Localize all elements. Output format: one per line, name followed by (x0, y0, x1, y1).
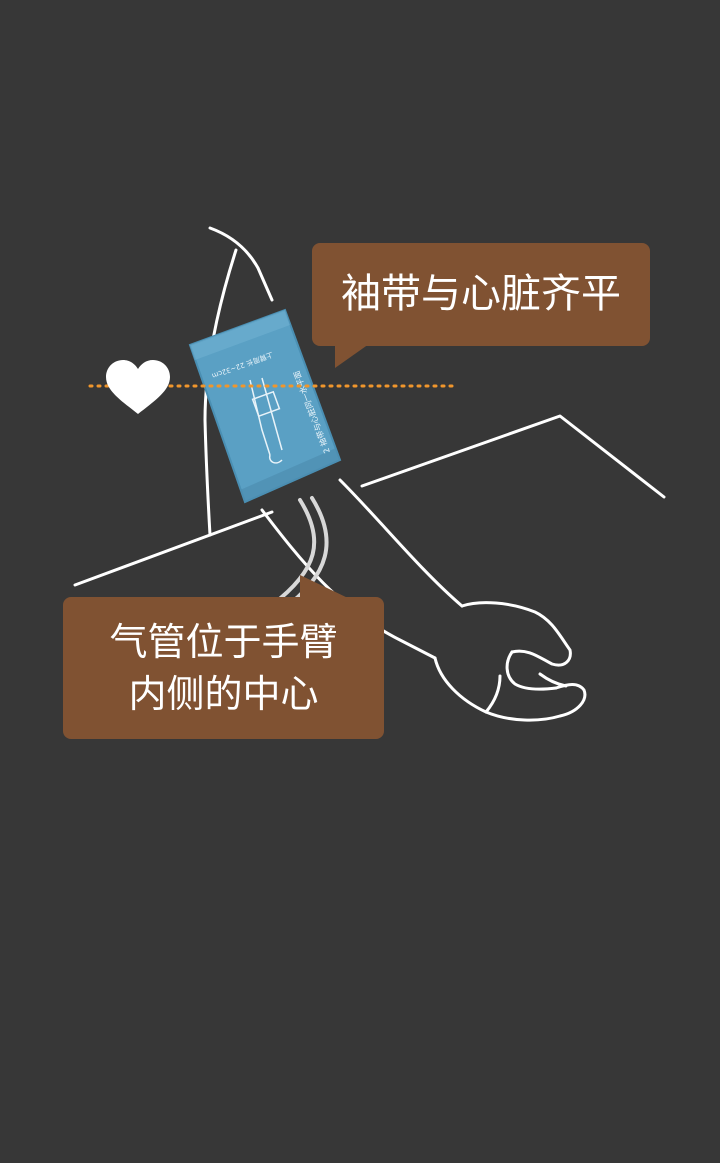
callout-tube-line2: 内侧的中心 (128, 672, 319, 716)
cuff-diagram (249, 377, 283, 464)
table-outline (73, 414, 666, 587)
callout-tube-position: 气管位于手臂 内侧的中心 (63, 597, 384, 739)
callout-cuff-level-text: 袖带与心脏齐平 (341, 271, 621, 317)
heart-icon (106, 360, 170, 414)
pressure-cuff: 2 袖带与心脏同一水平面 上臂周长 22~32cm (188, 308, 342, 504)
callout-tube-line1: 气管位于手臂 (109, 620, 338, 664)
callout-bottom-pointer (300, 575, 350, 599)
callout-cuff-level: 袖带与心脏齐平 (312, 243, 650, 346)
upper-arm-outline (203, 226, 274, 537)
callout-top-pointer (335, 344, 369, 368)
